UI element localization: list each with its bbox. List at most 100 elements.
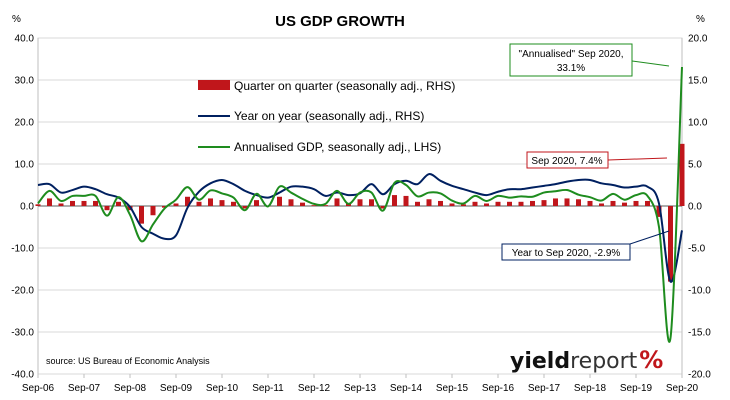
right-tick-label: -15.0 (688, 328, 711, 339)
qoq-bar (530, 200, 535, 206)
x-tick-label: Sep-14 (390, 383, 423, 394)
annotation-annualised: "Annualised" Sep 2020, 33.1% (509, 43, 670, 77)
annotation-yoy: Year to Sep 2020, -2.9% (501, 230, 670, 261)
svg-text:yieldreport%: yieldreport% (510, 346, 663, 374)
left-tick-label: 20.0 (15, 118, 35, 129)
qoq-bar (300, 202, 305, 206)
qoq-bar (208, 198, 213, 206)
qoq-bar (254, 200, 259, 206)
qoq-bar (288, 199, 294, 206)
qoq-bar (93, 200, 98, 206)
qoq-bar (541, 200, 547, 206)
qoq-bar (449, 203, 455, 206)
annotation-qoq-text: Sep 2020, 7.4% (531, 156, 602, 167)
right-tick-label: 20.0 (688, 34, 708, 45)
brand-part2: report (570, 349, 638, 374)
x-tick-label: Sep-13 (344, 383, 377, 394)
qoq-bar (553, 198, 558, 206)
qoq-bar (81, 200, 87, 206)
right-tick-label: -20.0 (688, 370, 711, 381)
brand-part1: yield (510, 349, 570, 374)
left-tick-label: -40.0 (11, 370, 34, 381)
x-tick-label: Sep-08 (114, 383, 147, 394)
left-tick-label: -20.0 (11, 286, 34, 297)
qoq-bar (472, 201, 478, 206)
x-tick-label: Sep-12 (298, 383, 331, 394)
qoq-bar (633, 200, 639, 206)
qoq-bar (656, 206, 662, 217)
x-tick-label: Sep-17 (528, 383, 561, 394)
qoq-bar (507, 201, 512, 206)
brand-part3: % (639, 346, 663, 374)
qoq-bar (139, 206, 144, 224)
left-tick-label: 30.0 (15, 76, 35, 87)
qoq-bar (162, 206, 167, 208)
annotation-yoy-text: Year to Sep 2020, -2.9% (512, 248, 621, 259)
gridlines (38, 37, 682, 375)
qoq-bar (277, 196, 282, 206)
qoq-bars (35, 143, 685, 282)
legend-label-annualised: Annualised GDP, seasonally adj., LHS) (234, 140, 441, 154)
qoq-bar (484, 203, 489, 206)
qoq-bar (610, 200, 616, 206)
x-tick-label: Sep-06 (22, 383, 55, 394)
qoq-bar (576, 199, 581, 206)
qoq-bar (415, 201, 420, 206)
qoq-bar (403, 195, 409, 206)
qoq-bar (438, 200, 443, 206)
qoq-bar (231, 201, 236, 206)
qoq-bar (357, 199, 363, 206)
legend-swatch-qoq (198, 80, 230, 90)
chart-title: US GDP GROWTH (275, 13, 405, 30)
left-tick-label: 0.0 (20, 202, 34, 213)
qoq-bar (173, 203, 179, 206)
right-tick-label: -10.0 (688, 286, 711, 297)
legend: Quarter on quarter (seasonally adj., RHS… (198, 79, 455, 154)
qoq-bar (668, 206, 673, 282)
x-tick-label: Sep-10 (206, 383, 239, 394)
qoq-bar (645, 200, 650, 206)
qoq-bar (426, 199, 432, 206)
qoq-bar (461, 204, 466, 206)
qoq-bar (587, 200, 593, 206)
x-tick-label: Sep-15 (436, 383, 469, 394)
qoq-bar (622, 202, 627, 206)
right-tick-label: -5.0 (688, 244, 706, 255)
qoq-bar (495, 201, 501, 206)
x-axis-ticks: Sep-06 Sep-07 Sep-08 Sep-09 Sep-10 Sep-11 Sep-… (22, 374, 699, 394)
qoq-bar (380, 206, 386, 209)
left-tick-label: 10.0 (15, 160, 35, 171)
qoq-bar (369, 199, 374, 206)
x-tick-label: Sep-20 (666, 383, 699, 394)
right-tick-label: 0.0 (688, 202, 702, 213)
qoq-bar (104, 206, 110, 211)
left-tick-label: -30.0 (11, 328, 34, 339)
qoq-bar (334, 198, 340, 206)
qoq-bar (679, 143, 685, 206)
qoq-bar (116, 201, 121, 206)
right-tick-label: 5.0 (688, 160, 702, 171)
qoq-bar (150, 206, 156, 216)
x-tick-label: Sep-11 (252, 383, 284, 394)
qoq-bar (518, 201, 524, 206)
source-note: source: US Bureau of Economic Analysis (46, 356, 210, 366)
qoq-bar (58, 203, 64, 206)
x-tick-label: Sep-07 (68, 383, 101, 394)
qoq-bar (323, 205, 328, 206)
qoq-bar (70, 200, 75, 206)
annotation-annualised-line2: 33.1% (557, 63, 585, 74)
x-tick-label: Sep-19 (620, 383, 653, 394)
left-tick-label: -10.0 (11, 244, 34, 255)
x-tick-label: Sep-09 (160, 383, 193, 394)
annotation-qoq-leader (607, 157, 668, 161)
annotation-annualised-line1: "Annualised" Sep 2020, (519, 49, 624, 60)
qoq-bar (219, 200, 225, 206)
left-axis-ticks: 40.0 30.0 20.0 10.0 0.0 -10.0 -20.0 -30.0 -40.0 (11, 34, 34, 381)
qoq-bar (564, 198, 570, 206)
legend-label-qoq: Quarter on quarter (seasonally adj., RHS… (234, 79, 455, 93)
right-axis-ticks: 20.0 15.0 10.0 5.0 0.0 -5.0 -10.0 -15.0 -20.0 (688, 34, 711, 381)
qoq-bar (47, 198, 52, 206)
right-axis-unit: % (696, 14, 705, 25)
qoq-bar (35, 204, 41, 206)
